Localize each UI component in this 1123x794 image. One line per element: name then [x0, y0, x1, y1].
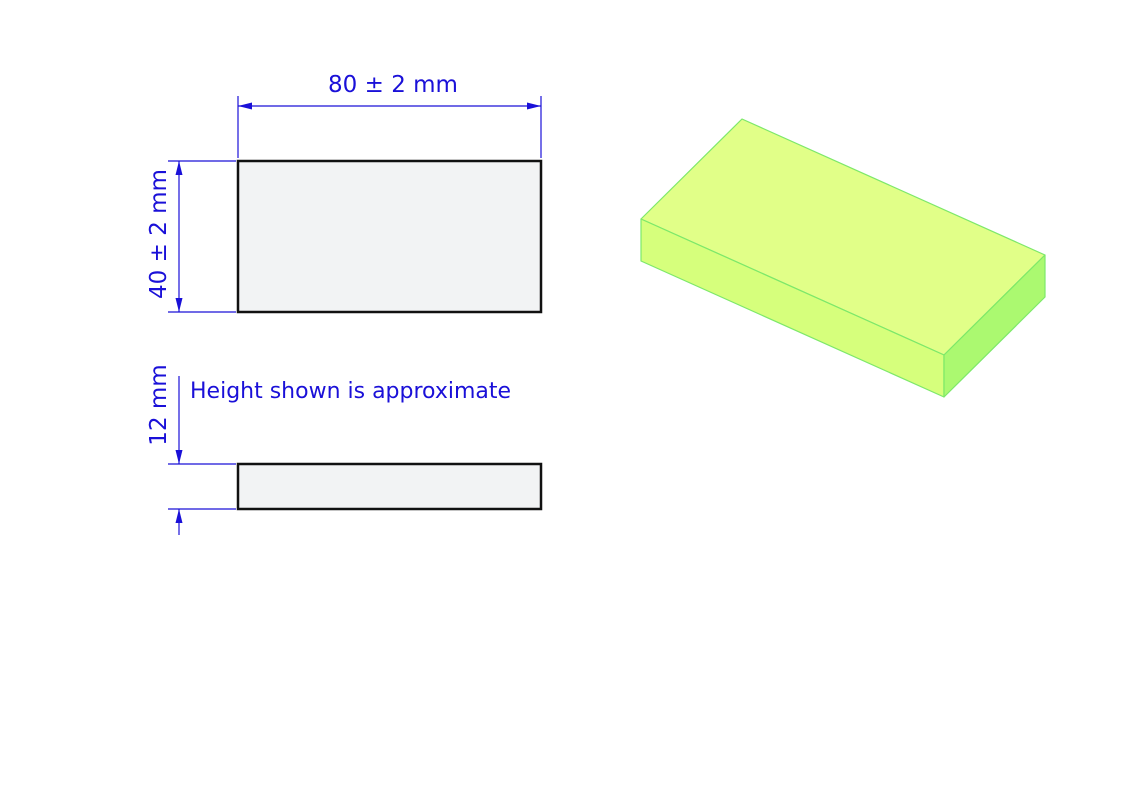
side-view [236, 462, 543, 511]
height-arrow-top [175, 450, 183, 464]
height-arrow-bottom [175, 509, 183, 523]
isometric-view [640, 118, 1046, 398]
length-label: 80 ± 2 mm [328, 72, 458, 98]
top-view-outline [236, 159, 543, 314]
width-dimension: 40 ± 2 mm [146, 160, 236, 313]
length-arrow-left [238, 102, 252, 110]
width-arrow-bottom [175, 298, 183, 312]
width-arrow-top [175, 161, 183, 175]
height-note: Height shown is approximate [190, 379, 511, 404]
height-dimension: 12 mm [146, 364, 236, 535]
length-dimension: 80 ± 2 mm [237, 72, 542, 158]
height-label: 12 mm [146, 364, 172, 445]
length-arrow-right [527, 102, 541, 110]
side-view-outline [236, 462, 543, 511]
width-label: 40 ± 2 mm [146, 169, 172, 299]
top-view [236, 159, 543, 314]
iso-side-face [943, 254, 1046, 398]
